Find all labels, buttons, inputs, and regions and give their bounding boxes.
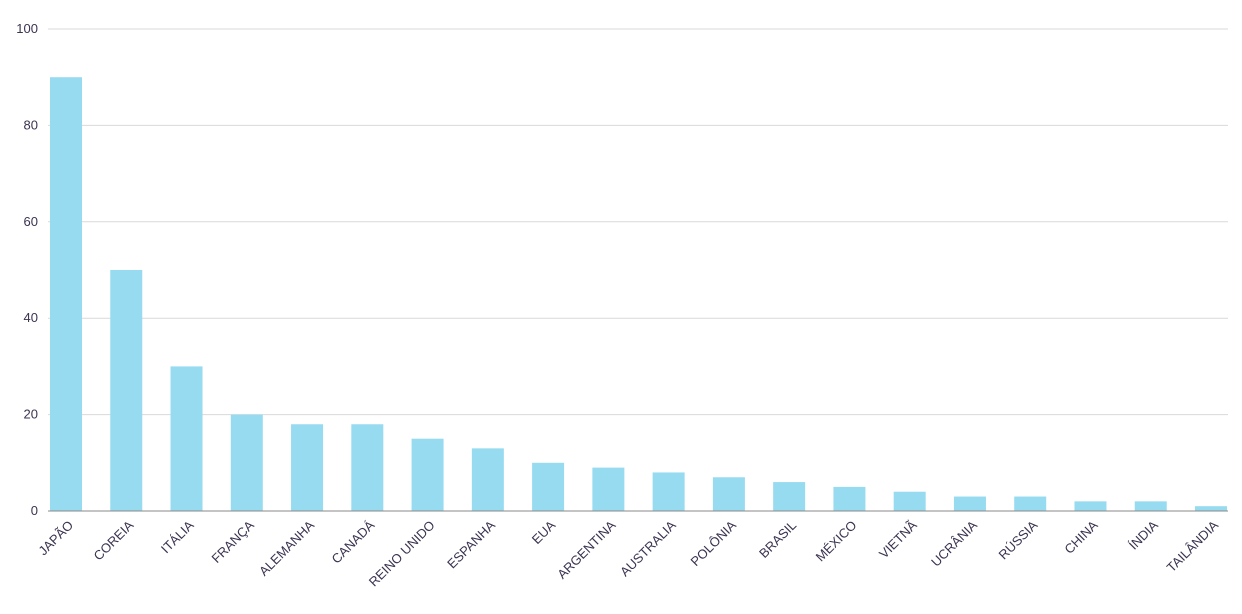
bar [1074,501,1107,511]
y-tick-label: 20 [24,407,38,422]
x-tick-label: TAILÂNDIA [1164,517,1222,575]
bar [411,438,444,511]
y-tick-label: 60 [24,214,38,229]
bar [1134,501,1167,511]
bar [1014,496,1047,511]
bar [893,491,926,511]
bar [471,448,504,511]
x-tick-label: MÉXICO [813,518,860,565]
bar [953,496,986,511]
x-tick-label: ESPANHA [444,517,498,571]
bar [532,462,565,511]
bar [592,467,625,511]
x-tick-label: VIETNÃ [876,517,920,561]
bar [652,472,685,511]
x-tick-label: CANADÁ [329,517,378,566]
bar [170,366,203,511]
x-tick-label: RÚSSIA [995,517,1040,562]
x-tick-label: AUSTRALIA [617,517,679,579]
x-tick-label: ARGENTINA [554,517,618,581]
y-tick-label: 100 [16,21,38,36]
bar [1195,506,1227,511]
x-tick-label: FRANÇA [209,517,258,566]
bar [110,270,143,511]
x-tick-label: CHINA [1061,517,1100,556]
x-tick-label: ÍNDIA [1126,517,1161,552]
x-tick-label: ITÁLIA [158,517,197,556]
bar [50,77,82,511]
x-tick-label: ALEMANHA [256,517,317,578]
y-tick-label: 0 [31,503,38,518]
y-tick-label: 80 [24,117,38,132]
bar [712,477,745,511]
x-tick-label: EUA [529,517,559,547]
x-tick-label: UCRÂNIA [928,517,980,569]
y-tick-label: 40 [24,310,38,325]
x-tick-label: COREIA [91,517,137,563]
bar [291,424,324,511]
x-tick-label: BRASIL [756,518,799,561]
bar [351,424,384,511]
x-tick-label: JAPÃO [35,518,76,559]
x-tick-label: POLÔNIA [688,517,740,569]
bar [230,414,263,511]
bar [833,486,866,511]
bar [773,482,806,511]
